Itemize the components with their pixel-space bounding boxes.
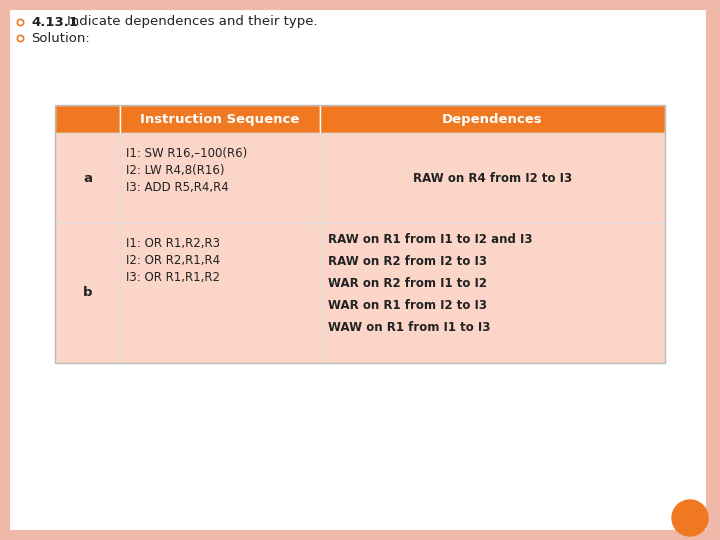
Text: WAR on R1 from I2 to I3: WAR on R1 from I2 to I3 — [328, 299, 487, 312]
Text: a: a — [83, 172, 92, 185]
Text: I2: OR R2,R1,R4: I2: OR R2,R1,R4 — [126, 254, 220, 267]
Text: 4.13.1: 4.13.1 — [31, 16, 78, 29]
Text: Indicate dependences and their type.: Indicate dependences and their type. — [67, 16, 318, 29]
Bar — [320, 133, 665, 223]
Bar — [55, 133, 120, 223]
Text: I3: OR R1,R1,R2: I3: OR R1,R1,R2 — [126, 271, 220, 284]
Bar — [320, 105, 665, 133]
Circle shape — [672, 500, 708, 536]
Bar — [55, 105, 665, 363]
Text: b: b — [83, 287, 92, 300]
Text: RAW on R2 from I2 to I3: RAW on R2 from I2 to I3 — [328, 255, 487, 268]
Text: WAR on R2 from I1 to I2: WAR on R2 from I1 to I2 — [328, 277, 487, 290]
Bar — [120, 133, 320, 223]
Text: I3: ADD R5,R4,R4: I3: ADD R5,R4,R4 — [126, 181, 229, 194]
Bar — [55, 223, 120, 363]
Text: I2: LW R4,8(R16): I2: LW R4,8(R16) — [126, 164, 225, 177]
Bar — [120, 223, 320, 363]
Text: RAW on R1 from I1 to I2 and I3: RAW on R1 from I1 to I2 and I3 — [328, 233, 533, 246]
Bar — [320, 223, 665, 363]
Text: RAW on R4 from I2 to I3: RAW on R4 from I2 to I3 — [413, 172, 572, 185]
Text: I1: OR R1,R2,R3: I1: OR R1,R2,R3 — [126, 237, 220, 250]
Text: Solution:: Solution: — [31, 31, 90, 44]
Text: Instruction Sequence: Instruction Sequence — [140, 112, 300, 125]
Bar — [120, 105, 320, 133]
Text: I1: SW R16,–100(R6): I1: SW R16,–100(R6) — [126, 147, 247, 160]
Text: Dependences: Dependences — [442, 112, 543, 125]
Text: WAW on R1 from I1 to I3: WAW on R1 from I1 to I3 — [328, 321, 490, 334]
Bar — [55, 105, 120, 133]
